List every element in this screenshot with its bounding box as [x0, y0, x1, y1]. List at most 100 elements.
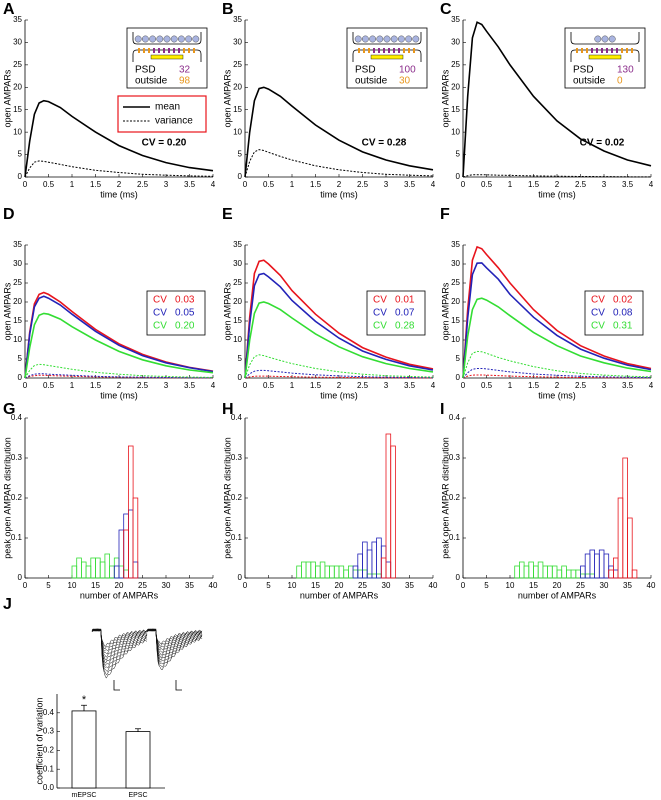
- x-tick-label: 1.5: [310, 180, 322, 189]
- histogram-bin: [305, 561, 312, 579]
- x-tick-label: 40: [647, 581, 656, 590]
- histogram-bin: [366, 573, 373, 579]
- histogram-bin: [380, 557, 387, 579]
- inset-receptor: [601, 48, 603, 53]
- legend-label: CV: [591, 321, 605, 332]
- y-tick-label: 5: [238, 150, 243, 159]
- inset-receptor: [398, 48, 400, 53]
- inset-vesicle: [354, 35, 362, 43]
- histogram-bin: [123, 569, 129, 579]
- y-tick-label: 0.4: [43, 708, 55, 717]
- inset-vesicle: [192, 35, 200, 43]
- y-tick-label: 0.4: [231, 413, 243, 422]
- inset-receptor: [173, 48, 175, 53]
- inset-value: 0: [617, 76, 623, 87]
- y-tick-label: 0.0: [43, 783, 55, 792]
- inset-vesicle: [397, 35, 405, 43]
- inset-receptor: [616, 48, 618, 53]
- mean-line: [244, 259, 434, 379]
- mean-line: [244, 301, 434, 379]
- histogram-bin: [608, 569, 614, 579]
- x-tick-label: 2: [337, 381, 342, 390]
- y-tick-label: 0.3: [449, 453, 461, 462]
- histogram-bin: [519, 561, 525, 579]
- histogram-bin: [123, 513, 129, 579]
- histogram-bin: [99, 561, 106, 579]
- example-trace: [91, 628, 148, 679]
- y-tick-label: 20: [451, 82, 460, 91]
- histogram-bin: [533, 565, 539, 579]
- histogram-bin: [95, 557, 101, 579]
- mean-line: [462, 262, 652, 379]
- histogram-bin: [333, 565, 340, 579]
- histogram-bin: [570, 569, 577, 579]
- y-tick-label: 15: [233, 105, 242, 114]
- x-tick-label: 15: [91, 581, 100, 590]
- panel-letter: D: [3, 206, 15, 223]
- histogram-bin: [343, 569, 349, 579]
- y-tick-label: 5: [456, 354, 461, 363]
- x-axis-label: time (ms): [538, 189, 576, 199]
- inset-membrane: [132, 32, 202, 45]
- inset-vesicle: [390, 35, 398, 43]
- x-tick-label: 20: [115, 581, 124, 590]
- variance-line: [462, 174, 652, 178]
- panel-letter: G: [3, 401, 15, 418]
- histogram-bin: [547, 565, 553, 579]
- y-tick-label: 25: [233, 60, 242, 69]
- inset-vesicle: [608, 35, 616, 43]
- variance-line: [24, 160, 214, 178]
- x-tick-label: 15: [311, 581, 320, 590]
- x-tick-label: 0.5: [43, 180, 55, 189]
- x-tick-label: 3.5: [184, 180, 196, 189]
- histogram-bin: [575, 569, 581, 579]
- inset-membrane: [132, 49, 202, 62]
- x-tick-label: 0: [23, 180, 28, 189]
- x-tick-label: 3.5: [404, 180, 416, 189]
- x-tick-label: 0.5: [263, 180, 275, 189]
- x-tick-label: 25: [138, 581, 147, 590]
- y-tick-label: 30: [13, 259, 22, 268]
- legend-cv: 0.07: [395, 308, 415, 319]
- panel-letter: C: [440, 1, 452, 18]
- x-tick-label: 4: [649, 381, 654, 390]
- x-tick-label: 3.5: [622, 381, 634, 390]
- legend-label: CV: [153, 308, 167, 319]
- inset-receptor: [158, 48, 160, 53]
- histogram-bin: [127, 445, 134, 579]
- y-tick-label: 0: [18, 172, 23, 181]
- histogram-bin: [561, 565, 567, 579]
- inset-receptor: [153, 48, 155, 53]
- y-axis-label: open AMPARs: [222, 282, 232, 340]
- histogram-bin: [127, 509, 134, 579]
- histogram-bin: [357, 553, 363, 579]
- legend-cv: 0.31: [613, 321, 633, 332]
- histogram-bin: [352, 565, 359, 579]
- histogram-bin: [118, 565, 125, 579]
- mean-line: [24, 295, 214, 379]
- y-tick-label: 25: [13, 60, 22, 69]
- y-axis-label: open AMPARs: [2, 282, 12, 340]
- y-tick-label: 5: [18, 354, 23, 363]
- histogram-bin: [76, 557, 82, 579]
- histogram-bin: [627, 517, 633, 579]
- scale-bar: [175, 680, 182, 691]
- y-tick-label: 10: [451, 335, 460, 344]
- x-tick-label: mEPSC: [72, 792, 97, 799]
- x-tick-label: 1.5: [310, 381, 322, 390]
- x-tick-label: 30: [382, 581, 391, 590]
- inset-receptor: [143, 48, 145, 53]
- x-tick-label: 2.5: [575, 381, 587, 390]
- legend-label: CV: [373, 308, 387, 319]
- x-tick-label: 25: [358, 581, 367, 590]
- y-tick-label: 35: [13, 240, 22, 249]
- y-tick-label: 0.2: [43, 746, 55, 755]
- histogram-bin: [71, 565, 78, 579]
- y-tick-label: 0.4: [11, 413, 23, 422]
- inset-membrane: [352, 49, 422, 62]
- mean-line: [462, 21, 652, 178]
- histogram-bin: [357, 569, 363, 579]
- x-tick-label: 4: [649, 180, 654, 189]
- histogram-bin: [380, 545, 387, 579]
- inset-receptor: [408, 48, 410, 53]
